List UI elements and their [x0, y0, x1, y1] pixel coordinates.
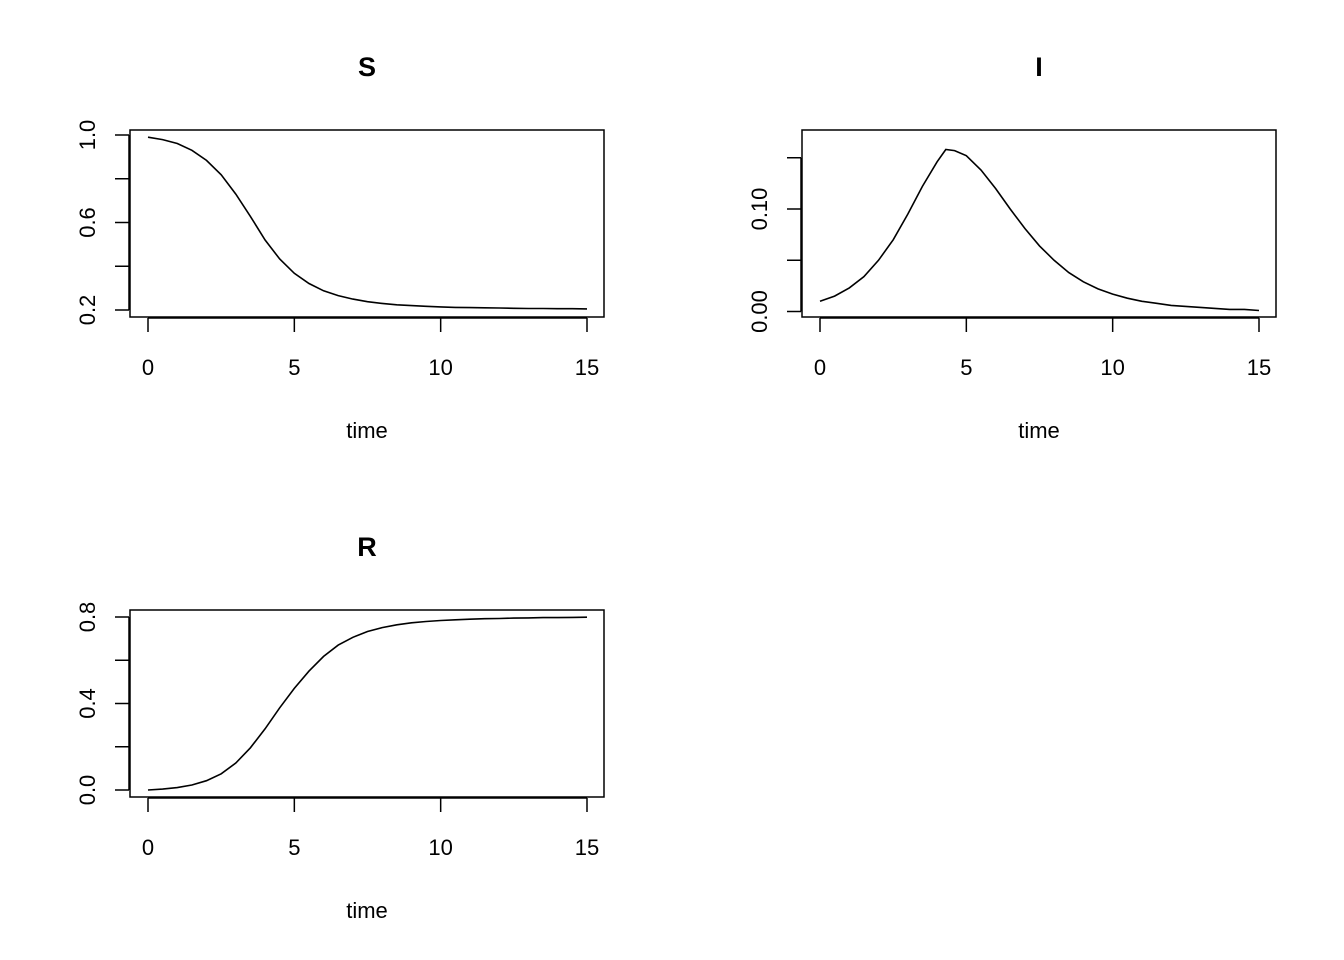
- plot-frame: [129, 609, 605, 798]
- panel-title: R: [357, 532, 377, 562]
- y-tick-label: 0.8: [75, 602, 100, 633]
- y-tick-label: 0.10: [747, 188, 772, 231]
- x-tick-label: 0: [142, 355, 154, 380]
- y-tick-label: 0.00: [747, 290, 772, 333]
- x-tick-label: 5: [960, 355, 972, 380]
- x-tick-label: 10: [428, 355, 452, 380]
- panel-i: I 0 5 10 15 time 0.00 0.10: [747, 52, 1277, 443]
- panel-title: S: [358, 52, 376, 82]
- series-line: [147, 616, 588, 791]
- panel-s: S 0 5 10 15 time 0.2 0.6 1.0: [75, 52, 605, 443]
- x-tick-label: 10: [428, 835, 452, 860]
- x-tick-label: 10: [1100, 355, 1124, 380]
- x-axis-label: time: [346, 898, 388, 923]
- x-tick-label: 5: [288, 835, 300, 860]
- plot-frame: [801, 129, 1277, 318]
- y-tick-label: 1.0: [75, 120, 100, 151]
- y-tick-label: 0.0: [75, 775, 100, 806]
- x-axis-label: time: [1018, 418, 1060, 443]
- x-tick-label: 15: [575, 835, 599, 860]
- x-tick-label: 15: [575, 355, 599, 380]
- series-line: [147, 136, 588, 310]
- x-tick-label: 15: [1247, 355, 1271, 380]
- y-tick-label: 0.6: [75, 207, 100, 238]
- x-tick-label: 5: [288, 355, 300, 380]
- x-tick-label: 0: [814, 355, 826, 380]
- x-tick-label: 0: [142, 835, 154, 860]
- series-line: [819, 148, 1260, 312]
- x-axis-label: time: [346, 418, 388, 443]
- y-tick-label: 0.2: [75, 295, 100, 326]
- plot-frame: [129, 129, 605, 318]
- panel-title: I: [1035, 52, 1043, 82]
- panel-r: R 0 5 10 15 time 0.0 0.4 0.8: [75, 532, 605, 923]
- y-tick-label: 0.4: [75, 688, 100, 719]
